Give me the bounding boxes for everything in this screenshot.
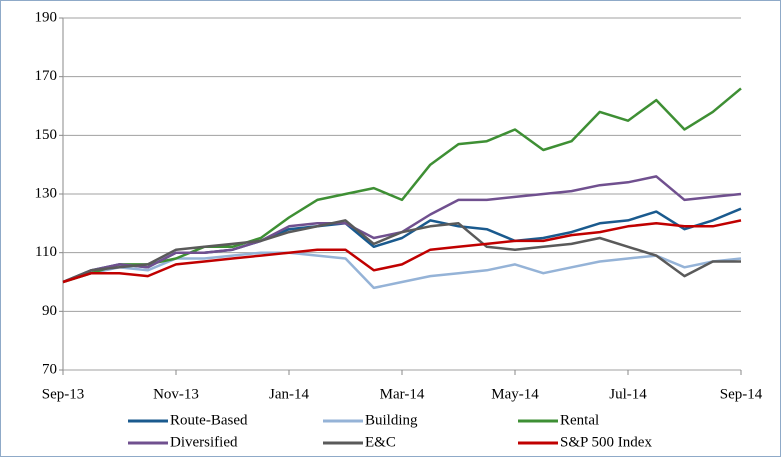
x-tick-label: Sep-13 bbox=[42, 386, 85, 402]
x-tick-label: Jan-14 bbox=[269, 386, 309, 402]
y-tick-label: 190 bbox=[35, 9, 58, 25]
legend-label: S&P 500 Index bbox=[560, 434, 652, 450]
y-tick-label: 110 bbox=[35, 244, 57, 260]
legend-label: Route-Based bbox=[170, 412, 248, 428]
legend-label: Rental bbox=[560, 412, 599, 428]
series-line bbox=[62, 219, 742, 284]
y-tick-label: 90 bbox=[42, 303, 57, 319]
legend-label: Building bbox=[365, 412, 418, 428]
x-tick-label: Sep-14 bbox=[720, 386, 763, 402]
y-tick-label: 150 bbox=[35, 127, 58, 143]
series-line bbox=[62, 87, 742, 284]
x-tick-label: May-14 bbox=[491, 386, 539, 402]
y-tick-label: 70 bbox=[42, 361, 57, 377]
y-tick-label: 130 bbox=[35, 185, 58, 201]
series-line bbox=[62, 219, 741, 284]
x-tick-label: Nov-13 bbox=[153, 386, 199, 402]
x-tick-label: Jul-14 bbox=[609, 386, 647, 402]
y-tick-label: 170 bbox=[35, 68, 58, 84]
legend-label: Diversified bbox=[170, 434, 238, 450]
legend-label: E&C bbox=[365, 434, 396, 450]
x-tick-label: Mar-14 bbox=[380, 386, 425, 402]
